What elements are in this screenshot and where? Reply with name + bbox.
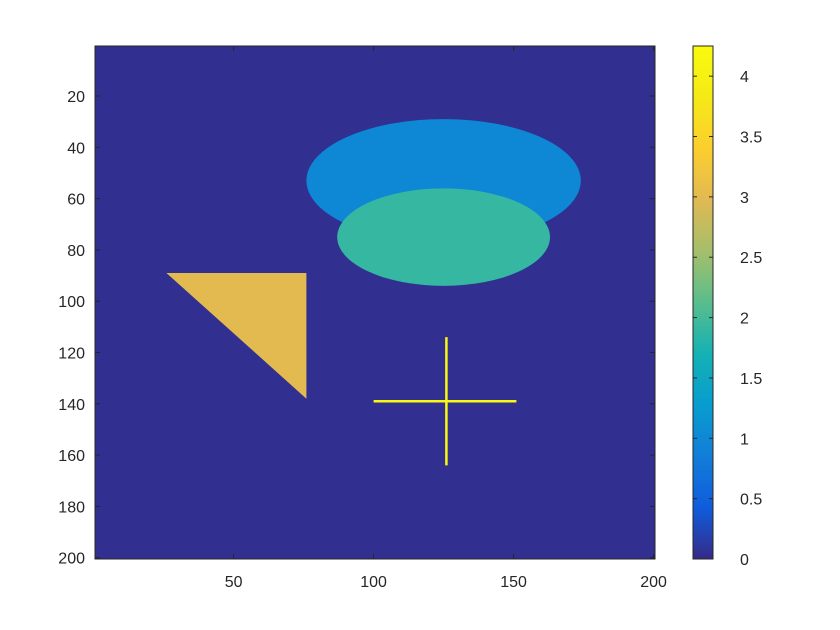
y-tick-label: 200: [58, 551, 85, 568]
colorbar-tick-label: 3.5: [740, 130, 762, 147]
y-tick-label: 120: [58, 346, 85, 363]
heatmap-axes: 50 100 150 200 20 40 60 80 100 120 140 160 180 200: [58, 45, 667, 591]
y-tick-label: 160: [58, 448, 85, 465]
x-tick-label: 50: [225, 574, 243, 591]
colorbar-tick-label: 4: [740, 69, 749, 86]
y-tick-label: 60: [67, 192, 85, 209]
colorbar-tick-label: 2.5: [740, 250, 762, 267]
heatmap-background: [95, 46, 655, 559]
x-tick-label: 100: [360, 574, 387, 591]
heatmap-plot: [95, 46, 655, 559]
y-tick-label: 20: [67, 89, 85, 106]
lower-ellipse: [337, 188, 550, 286]
x-tick-label: 150: [500, 574, 527, 591]
colorbar-tick-label: 2: [740, 311, 749, 328]
colorbar-gradient: [692, 45, 714, 560]
colorbar-tick-label: 1: [740, 431, 749, 448]
colorbar-tick-label: 0: [740, 552, 749, 569]
axes-box: [94, 45, 656, 560]
colorbar-tick-label: 0.5: [740, 492, 762, 509]
colorbar: 0 0.5 1 1.5 2 2.5 3 3.5 4: [692, 45, 762, 569]
y-tick-label: 100: [58, 294, 85, 311]
y-tick-label: 180: [58, 499, 85, 516]
x-tick-label: 200: [640, 574, 667, 591]
y-tick-label: 80: [67, 243, 85, 260]
y-tick-label: 140: [58, 397, 85, 414]
triangle: [166, 273, 307, 399]
colorbar-tick-label: 3: [740, 190, 749, 207]
colorbar-tick-label: 1.5: [740, 371, 762, 388]
y-tick-label: 40: [67, 140, 85, 157]
